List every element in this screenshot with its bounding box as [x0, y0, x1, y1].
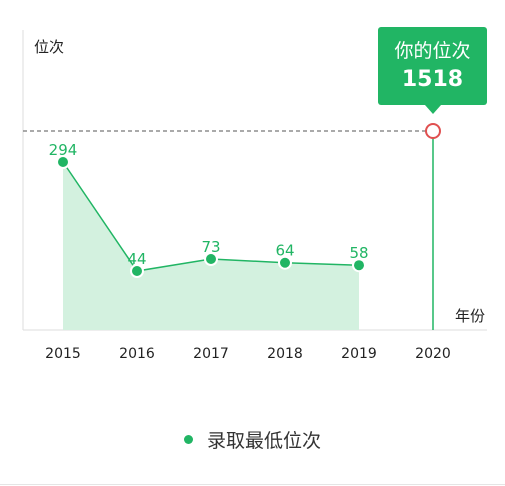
data-point — [352, 258, 366, 273]
your-rank-callout: 你的位次 1518 — [378, 27, 487, 114]
x-tick-label: 2016 — [119, 346, 155, 362]
divider — [0, 484, 505, 485]
data-label: 73 — [201, 238, 220, 256]
your-rank-label: 你的位次 — [394, 40, 471, 62]
x-tick-label: 2017 — [193, 346, 229, 362]
your-rank-value: 1518 — [401, 67, 464, 92]
reference-marker — [425, 123, 441, 139]
data-label: 44 — [127, 250, 146, 268]
y-axis-title: 位次 — [34, 38, 64, 56]
data-point — [130, 264, 144, 278]
data-label: 58 — [349, 244, 368, 262]
data-label: 64 — [275, 242, 294, 260]
data-point — [278, 255, 292, 270]
data-label: 294 — [49, 141, 78, 159]
x-tick-label: 2020 — [415, 346, 451, 362]
x-tick-label: 2018 — [267, 346, 303, 362]
data-point — [204, 252, 218, 266]
x-tick-label: 2015 — [45, 346, 81, 362]
x-tick-label: 2019 — [341, 346, 377, 362]
legend-marker-icon — [183, 435, 193, 444]
chart-legend[interactable]: 录取最低位次 — [0, 426, 505, 453]
series-area — [63, 162, 359, 330]
legend-label: 录取最低位次 — [207, 430, 322, 452]
x-axis-title: 年份 — [455, 307, 485, 325]
data-point — [56, 155, 70, 169]
